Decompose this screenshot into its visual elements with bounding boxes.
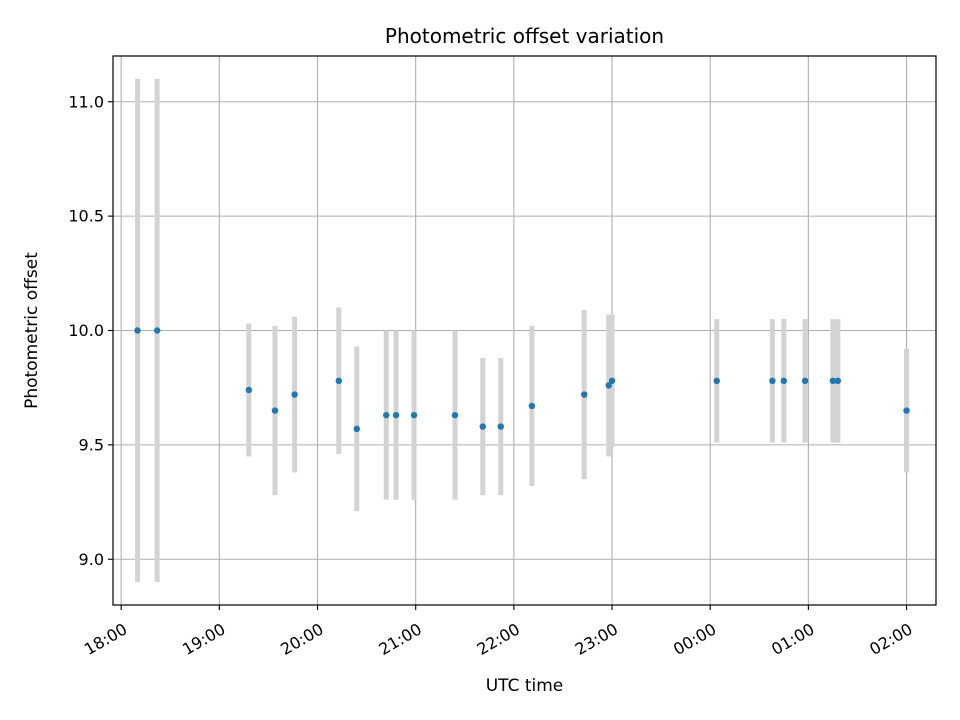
- data-point: [581, 391, 588, 398]
- data-points: [134, 327, 910, 433]
- y-tick-label: 10.0: [68, 321, 104, 340]
- data-point: [153, 327, 161, 334]
- y-tick-label: 10.5: [68, 207, 104, 226]
- data-point: [245, 386, 253, 394]
- data-point: [134, 327, 141, 334]
- grid: [113, 56, 936, 605]
- data-point: [353, 425, 360, 433]
- chart-title: Photometric offset variation: [385, 24, 664, 48]
- data-point: [801, 377, 809, 385]
- data-point: [271, 407, 279, 414]
- data-point: [383, 411, 390, 419]
- data-point: [713, 377, 720, 385]
- data-point: [605, 382, 612, 389]
- data-point: [335, 377, 342, 385]
- y-tick-label: 9.0: [79, 550, 104, 569]
- data-point: [479, 423, 486, 430]
- data-point: [392, 411, 400, 419]
- data-point: [903, 407, 910, 414]
- y-tick-label: 11.0: [68, 92, 104, 111]
- data-point: [451, 411, 459, 419]
- data-point: [780, 377, 788, 385]
- data-point: [834, 377, 842, 385]
- data-point: [608, 377, 616, 385]
- data-point: [769, 377, 776, 385]
- data-point: [410, 411, 418, 419]
- data-point: [528, 402, 536, 410]
- data-point: [497, 423, 504, 430]
- data-point: [829, 377, 837, 385]
- x-axis-title: UTC time: [486, 676, 564, 696]
- y-axis-ticks: 9.0 9.5 10.0 10.5 11.0: [68, 92, 113, 569]
- data-point: [291, 391, 298, 398]
- y-axis-title: Photometric offset: [22, 252, 42, 409]
- y-tick-label: 9.5: [79, 435, 104, 454]
